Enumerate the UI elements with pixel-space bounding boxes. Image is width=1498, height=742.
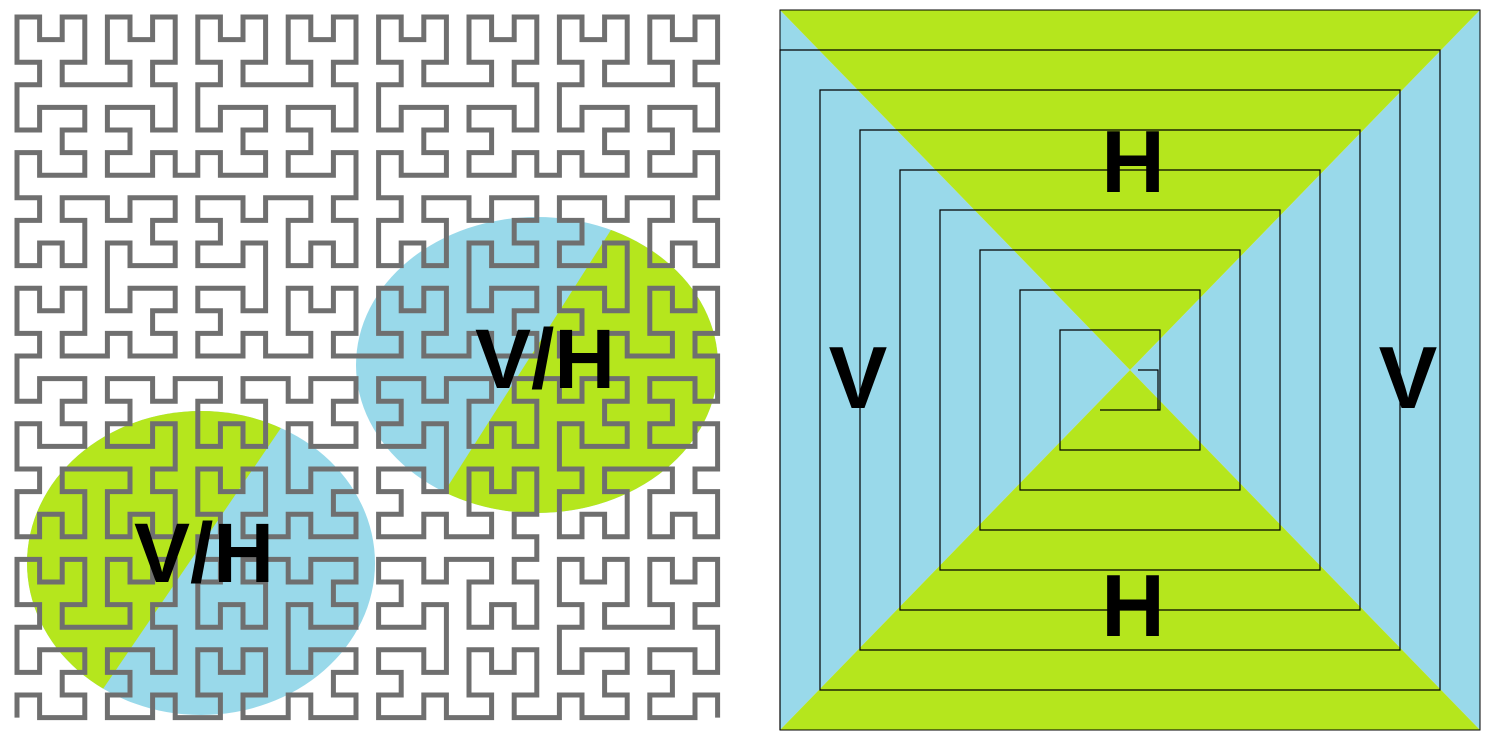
label-bottom-h: H xyxy=(1101,556,1165,655)
bottom-green-triangle xyxy=(780,370,1480,730)
spiral-panel: H H V V xyxy=(779,9,1481,731)
right-blue-triangle xyxy=(1130,10,1480,730)
hilbert-curve-panel: V/H V/H xyxy=(14,14,721,721)
vh-label-lower-left: V/H xyxy=(134,506,274,600)
label-left-v: V xyxy=(829,328,888,427)
label-right-v: V xyxy=(1379,328,1438,427)
left-blue-triangle xyxy=(780,10,1130,730)
label-top-h: H xyxy=(1101,112,1165,211)
square-spiral xyxy=(779,49,1441,730)
top-green-triangle xyxy=(780,10,1480,370)
hilbert-curve-path xyxy=(14,14,721,721)
vh-label-upper-right: V/H xyxy=(475,312,615,406)
hilbert-curve xyxy=(14,14,721,721)
